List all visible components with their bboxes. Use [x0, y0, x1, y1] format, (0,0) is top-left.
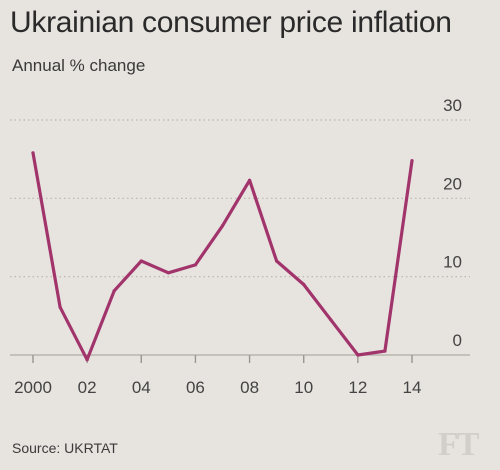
series-line-0: [31, 151, 414, 362]
data-point: [166, 271, 170, 275]
data-point: [329, 318, 333, 322]
x-tick-label: 06: [186, 378, 205, 397]
data-point: [275, 259, 279, 263]
data-point: [383, 349, 387, 353]
x-tick-label: 04: [132, 378, 151, 397]
y-tick-label: 20: [443, 174, 462, 193]
data-point: [112, 289, 116, 293]
chart-subtitle: Annual % change: [12, 56, 146, 75]
y-tick-label: 0: [453, 331, 462, 350]
x-tick-label: 08: [240, 378, 259, 397]
ft-logo: FT: [438, 426, 479, 463]
data-point: [220, 224, 225, 228]
y-tick-label: 10: [443, 253, 462, 272]
source-note: Source: UKRTAT: [12, 440, 118, 456]
x-tick-label: 10: [294, 378, 313, 397]
x-tick-label: 12: [348, 378, 367, 397]
x-tick-label: 02: [78, 378, 97, 397]
data-point: [31, 151, 35, 155]
data-point: [58, 305, 62, 309]
data-point: [193, 263, 198, 267]
chart-title: Ukrainian consumer price inflation: [10, 6, 452, 39]
data-point: [410, 159, 414, 163]
data-point: [139, 259, 143, 263]
data-point: [356, 353, 360, 357]
data-point: [247, 178, 252, 182]
x-tick-label: 14: [403, 378, 422, 397]
data-point: [85, 358, 89, 362]
y-tick-label: 30: [443, 96, 462, 115]
x-tick-label: 2000: [14, 378, 52, 397]
data-point: [302, 282, 306, 287]
